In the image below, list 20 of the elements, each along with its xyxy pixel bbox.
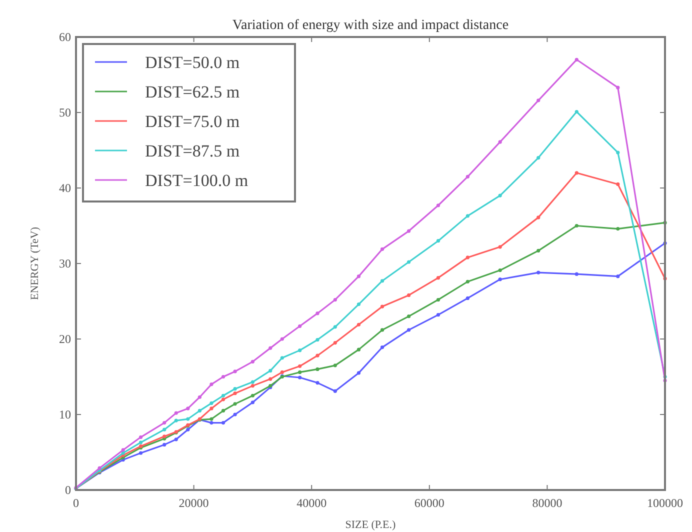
y-axis-title: ENERGY (TeV) (29, 226, 41, 300)
x-tick-label: 60000 (414, 496, 444, 510)
x-tick-label: 80000 (532, 496, 562, 510)
y-tick-label: 40 (59, 181, 71, 195)
chart-title: Variation of energy with size and impact distance (232, 18, 509, 33)
y-tick-label: 30 (59, 256, 71, 270)
legend-label: DIST=50.0 m (145, 53, 240, 72)
x-axis-title: SIZE (P.E.) (345, 519, 396, 531)
legend-label: DIST=75.0 m (145, 112, 240, 131)
legend-label: DIST=100.0 m (145, 171, 248, 190)
x-tick-label: 40000 (296, 496, 327, 510)
y-tick-label: 50 (59, 106, 71, 120)
x-tick-label: 100000 (647, 496, 683, 510)
x-tick-label: 20000 (178, 496, 209, 510)
y-tick-label: 10 (59, 408, 71, 422)
y-tick-label: 60 (59, 30, 71, 44)
legend-label: DIST=62.5 m (145, 82, 240, 102)
legend-label: DIST=87.5 m (145, 142, 240, 160)
y-tick-label: 20 (59, 332, 71, 346)
y-tick-label: 0 (65, 483, 71, 497)
